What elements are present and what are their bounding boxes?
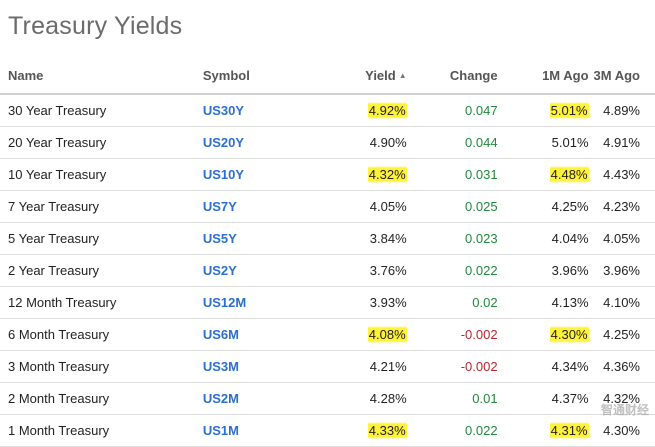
yield-value: 4.28% [313, 382, 411, 415]
table-row: 6 Month Treasury US6M 4.08% -0.002 4.30% 4.25… [0, 318, 655, 351]
table-row: 20 Year Treasury US20Y 4.90% 0.044 5.01% 4.91… [0, 126, 655, 159]
change-value: -0.002 [410, 350, 502, 383]
three-month-ago-value: 4.43% [592, 158, 655, 191]
treasury-name: 2 Year Treasury [0, 254, 189, 287]
table-row: 2 Year Treasury US2Y 3.76% 0.022 3.96% 3.96% [0, 254, 655, 287]
yield-value: 4.21% [313, 350, 411, 383]
symbol-link[interactable]: US5Y [188, 222, 314, 255]
symbol-link[interactable]: US6M [188, 318, 314, 351]
treasury-name: 12 Month Treasury [0, 286, 189, 319]
symbol-link[interactable]: US3M [188, 350, 314, 383]
treasury-name: 5 Year Treasury [0, 222, 189, 255]
highlight-mark: 4.92% [367, 102, 407, 119]
column-header-1m-ago[interactable]: 1M Ago [501, 58, 593, 95]
treasury-name: 3 Month Treasury [0, 350, 189, 383]
highlight-mark: 4.32% [367, 166, 407, 183]
symbol-link[interactable]: US30Y [188, 94, 314, 127]
yield-value: 3.93% [313, 286, 411, 319]
treasury-name: 6 Month Treasury [0, 318, 189, 351]
one-month-ago-value: 4.04% [501, 222, 593, 255]
one-month-ago-value: 5.01% [501, 94, 593, 127]
treasury-name: 2 Month Treasury [0, 382, 189, 415]
table-row: 5 Year Treasury US5Y 3.84% 0.023 4.04% 4.05% [0, 222, 655, 255]
column-header-change[interactable]: Change [410, 58, 502, 95]
sort-ascending-icon: ▲ [398, 71, 407, 80]
table-row: 3 Month Treasury US3M 4.21% -0.002 4.34% 4.36… [0, 350, 655, 383]
treasury-name: 1 Month Treasury [0, 414, 189, 447]
three-month-ago-value: 4.89% [592, 94, 655, 127]
three-month-ago-value: 4.25% [592, 318, 655, 351]
table-row: 7 Year Treasury US7Y 4.05% 0.025 4.25% 4.23% [0, 190, 655, 223]
treasury-name: 7 Year Treasury [0, 190, 189, 223]
treasury-yields-table: Name Symbol Yield ▲ Change 1M Ago 3M Ago … [0, 58, 655, 447]
symbol-link[interactable]: US7Y [188, 190, 314, 223]
treasury-name: 20 Year Treasury [0, 126, 189, 159]
table-row: 12 Month Treasury US12M 3.93% 0.02 4.13% 4.10… [0, 286, 655, 319]
yield-value: 3.84% [313, 222, 411, 255]
yield-value: 3.76% [313, 254, 411, 287]
highlight-mark: 4.08% [367, 326, 407, 343]
one-month-ago-value: 4.30% [501, 318, 593, 351]
highlight-mark: 4.31% [549, 422, 589, 439]
one-month-ago-value: 4.25% [501, 190, 593, 223]
one-month-ago-value: 5.01% [501, 126, 593, 159]
three-month-ago-value: 3.96% [592, 254, 655, 287]
column-header-symbol[interactable]: Symbol [188, 58, 314, 95]
one-month-ago-value: 4.31% [501, 414, 593, 447]
yield-value: 4.33% [313, 414, 411, 447]
treasury-name: 10 Year Treasury [0, 158, 189, 191]
highlight-mark: 4.30% [549, 326, 589, 343]
table-header-row: Name Symbol Yield ▲ Change 1M Ago 3M Ago [0, 58, 655, 95]
three-month-ago-value: 4.36% [592, 350, 655, 383]
symbol-link[interactable]: US12M [188, 286, 314, 319]
one-month-ago-value: 4.48% [501, 158, 593, 191]
change-value: 0.031 [410, 158, 502, 191]
yield-value: 4.05% [313, 190, 411, 223]
highlight-mark: 4.48% [549, 166, 589, 183]
one-month-ago-value: 4.13% [501, 286, 593, 319]
three-month-ago-value: 4.05% [592, 222, 655, 255]
three-month-ago-value: 4.10% [592, 286, 655, 319]
yield-value: 4.90% [313, 126, 411, 159]
change-value: 0.023 [410, 222, 502, 255]
column-header-yield-label: Yield [365, 68, 396, 83]
symbol-link[interactable]: US20Y [188, 126, 314, 159]
column-header-name[interactable]: Name [0, 58, 189, 95]
table-row: 1 Month Treasury US1M 4.33% 0.022 4.31% 4.30% [0, 414, 655, 447]
three-month-ago-value: 4.23% [592, 190, 655, 223]
watermark: 智通财经 [600, 403, 649, 417]
symbol-link[interactable]: US10Y [188, 158, 314, 191]
change-value: 0.025 [410, 190, 502, 223]
symbol-link[interactable]: US2Y [188, 254, 314, 287]
symbol-link[interactable]: US2M [188, 382, 314, 415]
yield-value: 4.08% [313, 318, 411, 351]
table-row: 2 Month Treasury US2M 4.28% 0.01 4.37% 4.32% [0, 382, 655, 415]
treasury-name: 30 Year Treasury [0, 94, 189, 127]
change-value: -0.002 [410, 318, 502, 351]
change-value: 0.01 [410, 382, 502, 415]
change-value: 0.022 [410, 414, 502, 447]
change-value: 0.044 [410, 126, 502, 159]
one-month-ago-value: 3.96% [501, 254, 593, 287]
column-header-yield[interactable]: Yield ▲ [313, 58, 411, 95]
yield-value: 4.32% [313, 158, 411, 191]
three-month-ago-value: 4.30% [592, 414, 655, 447]
highlight-mark: 5.01% [549, 102, 589, 119]
table-body: 30 Year Treasury US30Y 4.92% 0.047 5.01% 4.89… [0, 94, 655, 447]
change-value: 0.047 [410, 94, 502, 127]
one-month-ago-value: 4.34% [501, 350, 593, 383]
column-header-3m-ago[interactable]: 3M Ago [592, 58, 655, 95]
three-month-ago-value: 4.32% [592, 382, 655, 415]
table-row: 10 Year Treasury US10Y 4.32% 0.031 4.48% 4.43… [0, 158, 655, 191]
three-month-ago-value: 4.91% [592, 126, 655, 159]
highlight-mark: 4.33% [367, 422, 407, 439]
change-value: 0.02 [410, 286, 502, 319]
table-row: 30 Year Treasury US30Y 4.92% 0.047 5.01% 4.89… [0, 94, 655, 127]
one-month-ago-value: 4.37% [501, 382, 593, 415]
change-value: 0.022 [410, 254, 502, 287]
symbol-link[interactable]: US1M [188, 414, 314, 447]
yield-value: 4.92% [313, 94, 411, 127]
page-title: Treasury Yields [8, 12, 183, 40]
